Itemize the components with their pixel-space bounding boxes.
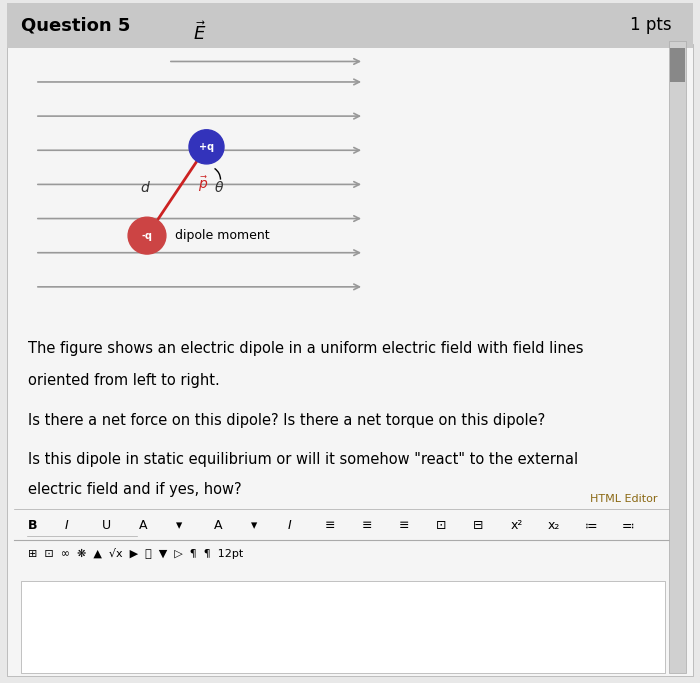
Text: -q: -q (141, 231, 153, 240)
Text: d: d (140, 181, 148, 195)
Text: A: A (214, 519, 222, 533)
Text: x₂: x₂ (547, 519, 560, 533)
Text: ▾: ▾ (176, 519, 183, 533)
Text: U: U (102, 519, 111, 533)
FancyBboxPatch shape (670, 48, 685, 82)
Text: x²: x² (510, 519, 523, 533)
Text: A: A (139, 519, 148, 533)
Text: The figure shows an electric dipole in a uniform electric field with field lines: The figure shows an electric dipole in a… (28, 342, 584, 357)
Text: ≔: ≔ (584, 519, 597, 533)
Circle shape (128, 217, 166, 254)
FancyBboxPatch shape (21, 581, 665, 673)
Text: 1 pts: 1 pts (631, 16, 672, 34)
Text: B: B (28, 519, 38, 533)
Text: HTML Editor: HTML Editor (591, 494, 658, 504)
Circle shape (189, 130, 224, 164)
Text: ▾: ▾ (251, 519, 257, 533)
Text: Question 5: Question 5 (21, 16, 130, 34)
Text: ⊟: ⊟ (473, 519, 484, 533)
Text: I: I (65, 519, 69, 533)
Text: electric field and if yes, how?: electric field and if yes, how? (28, 482, 242, 497)
Text: ⊡: ⊡ (436, 519, 447, 533)
Text: dipole moment: dipole moment (175, 229, 270, 242)
Text: ⊞  ⊡  ∞  ❋  ▲  √x  ▶  ⏵  ▼  ▷  ¶  ¶  12pt: ⊞ ⊡ ∞ ❋ ▲ √x ▶ ⏵ ▼ ▷ ¶ ¶ 12pt (28, 548, 244, 559)
Text: ≡: ≡ (325, 519, 335, 533)
Text: Is this dipole in static equilibrium or will it somehow "react" to the external: Is this dipole in static equilibrium or … (28, 452, 578, 467)
Text: ≡: ≡ (362, 519, 372, 533)
Text: $\vec{E}$: $\vec{E}$ (193, 22, 206, 44)
Text: Is there a net force on this dipole? Is there a net torque on this dipole?: Is there a net force on this dipole? Is … (28, 413, 545, 428)
Text: ≡: ≡ (399, 519, 409, 533)
FancyBboxPatch shape (668, 41, 686, 673)
Text: $\theta$: $\theta$ (214, 180, 224, 195)
FancyBboxPatch shape (7, 44, 693, 676)
Text: oriented from left to right.: oriented from left to right. (28, 374, 220, 389)
FancyBboxPatch shape (7, 3, 693, 48)
Text: I: I (288, 519, 291, 533)
Text: +q: +q (199, 142, 214, 152)
Text: $\vec{p}$: $\vec{p}$ (198, 174, 208, 194)
Text: ≕: ≕ (622, 519, 634, 533)
